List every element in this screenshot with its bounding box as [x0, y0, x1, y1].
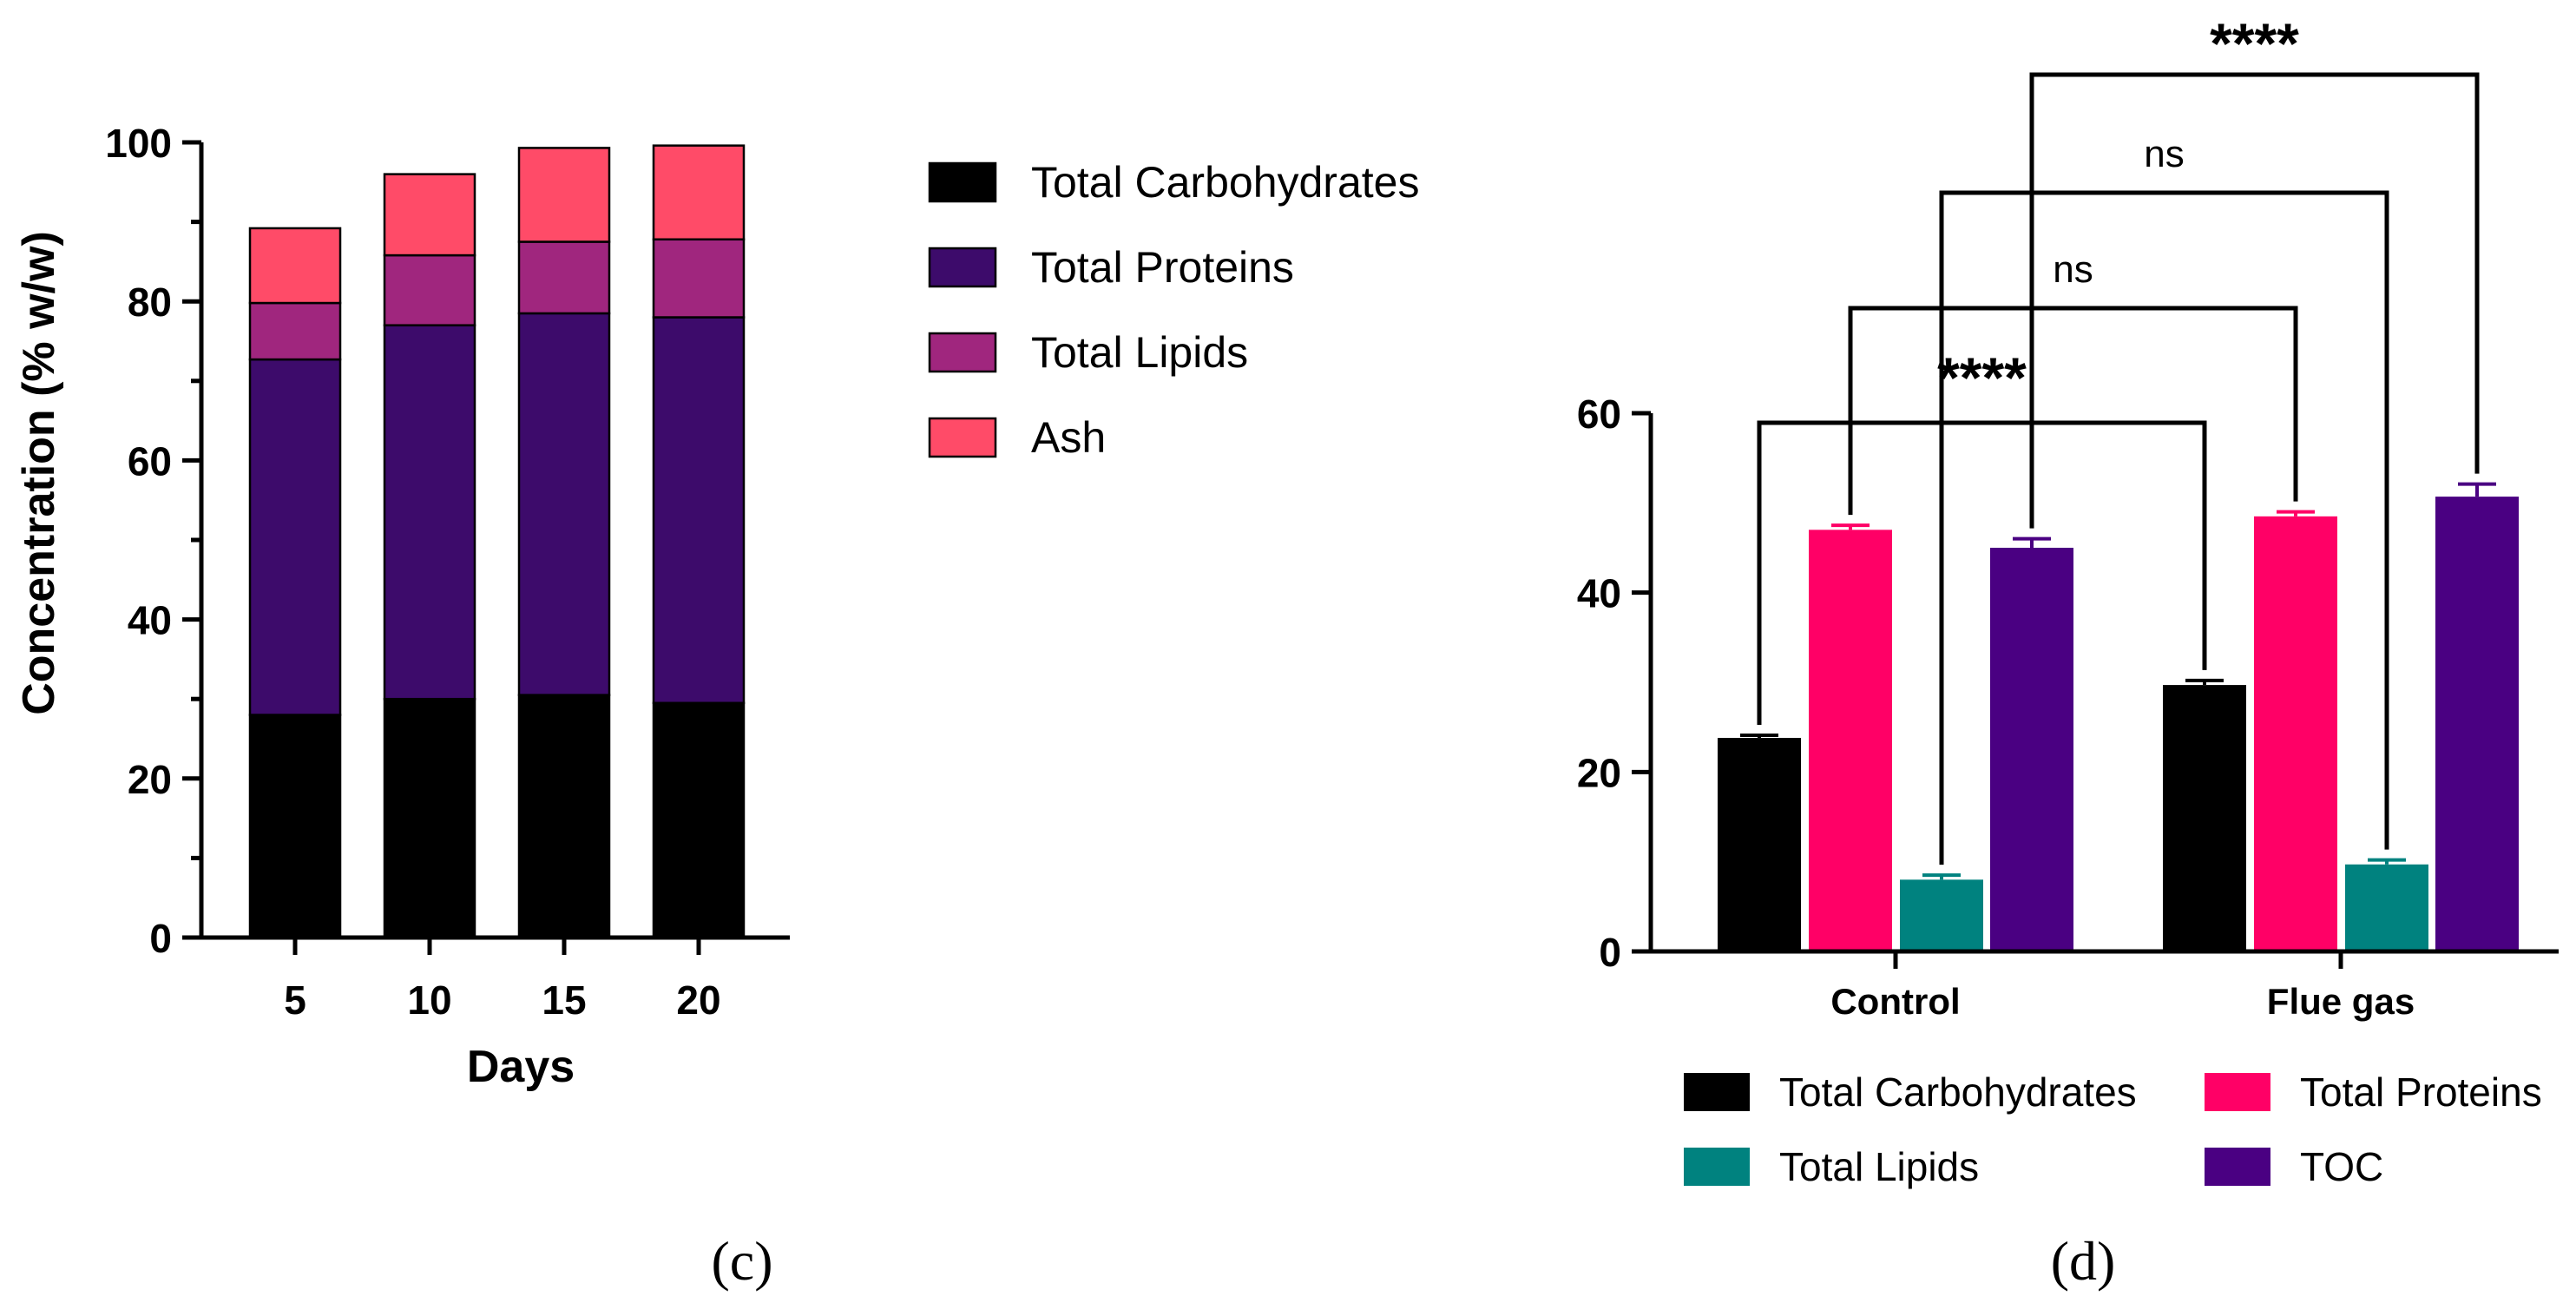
c-legend-swatch	[928, 332, 997, 373]
d-significance-bracket	[2029, 72, 2480, 529]
d-legend-label: Total Carbohydrates	[1779, 1069, 2137, 1115]
c-bar-segment	[517, 312, 611, 696]
c-legend: Total Carbohydrates Total Proteins Total L…	[928, 158, 1419, 462]
c-x-axis-title: Days	[467, 1042, 575, 1092]
d-significance-brackets: **** ns ns ****	[1757, 11, 2480, 865]
d-legend-label: Total Lipids	[1779, 1144, 1979, 1189]
d-bar	[1718, 738, 1801, 951]
d-y-tick-label: 0	[1599, 930, 1621, 975]
c-legend-swatch	[928, 247, 997, 288]
c-x-tick-label: 20	[676, 977, 720, 1023]
d-bar	[2345, 864, 2428, 951]
d-bar	[2254, 516, 2337, 951]
c-legend-label: Total Proteins	[1031, 243, 1294, 292]
d-significance-label: ****	[2210, 11, 2299, 76]
d-bar	[1809, 530, 1892, 951]
d-significance-bracket	[1939, 190, 2389, 865]
c-bar-segment	[517, 147, 611, 243]
c-legend-label: Total Carbohydrates	[1031, 158, 1419, 207]
d-bar	[2163, 685, 2246, 951]
d-legend-swatch	[1684, 1148, 1750, 1186]
c-bar-segment	[517, 240, 611, 315]
c-panel-label: (c)	[711, 1230, 772, 1292]
c-bar-segment	[383, 173, 476, 257]
c-bar-segment	[248, 714, 342, 939]
d-x-tick-label: Control	[1830, 981, 1960, 1022]
c-legend-label: Total Lipids	[1031, 328, 1248, 377]
d-significance-bracket	[1757, 420, 2207, 725]
c-bar-segment	[652, 701, 746, 939]
d-y-tick-label: 20	[1577, 750, 1621, 795]
d-y-axis: 0 20 40 60	[1577, 392, 1653, 975]
c-bar-segment	[652, 144, 746, 241]
c-bar-segment	[248, 301, 342, 361]
d-x-tick-label: Flue gas	[2267, 981, 2415, 1022]
c-bar-segment	[383, 253, 476, 326]
d-bar	[1990, 548, 2073, 951]
d-bars	[1718, 482, 2519, 951]
d-legend-swatch	[1684, 1073, 1750, 1111]
d-x-axis: Control Flue gas	[1649, 949, 2559, 1022]
c-bar-segment	[517, 694, 611, 939]
c-legend-label: Ash	[1031, 413, 1106, 462]
grouped-bar-chart-d: **** ns ns **** 0 20 40 60 Control Flue gas Tot…	[1577, 11, 2559, 1292]
d-significance-label: ****	[1937, 345, 2027, 410]
c-bars	[248, 144, 746, 939]
d-legend-label: Total Proteins	[2300, 1069, 2542, 1115]
d-significance-label: ns	[2053, 248, 2093, 291]
d-bar	[1900, 879, 1983, 951]
d-panel-label: (d)	[2051, 1230, 2116, 1292]
c-x-axis: 5 10 15 20	[200, 935, 790, 1023]
c-x-tick-label: 10	[407, 977, 451, 1023]
c-x-tick-label: 15	[542, 977, 586, 1023]
d-significance-bracket	[1848, 306, 2298, 516]
c-y-axis-title: Concentration (% w/w)	[14, 231, 64, 715]
c-legend-swatch	[928, 161, 997, 203]
d-bar	[2435, 497, 2519, 951]
d-legend-swatch	[2205, 1148, 2270, 1186]
c-y-tick-label: 80	[128, 280, 172, 325]
c-bar-segment	[248, 358, 342, 716]
d-legend-swatch	[2205, 1073, 2270, 1111]
c-bar-segment	[652, 316, 746, 705]
c-bar-segment	[383, 324, 476, 701]
d-legend: Total Carbohydrates Total Proteins Total L…	[1684, 1069, 2542, 1189]
c-y-tick-label: 0	[149, 916, 172, 961]
c-x-tick-label: 5	[284, 977, 306, 1023]
d-legend-label: TOC	[2300, 1144, 2383, 1189]
c-bar-segment	[248, 227, 342, 305]
c-y-tick-label: 60	[128, 438, 172, 484]
d-significance-label: ns	[2144, 133, 2184, 175]
c-bar-segment	[383, 697, 476, 939]
c-bar-segment	[652, 238, 746, 319]
c-y-tick-label: 20	[128, 757, 172, 802]
c-y-axis: 0 20 40 60 80 100	[105, 121, 204, 961]
d-y-tick-label: 60	[1577, 392, 1621, 437]
stacked-bar-chart-c: 0 20 40 60 80 100 5 10 15 20 Concentration (% w/…	[14, 121, 1419, 1292]
c-legend-swatch	[928, 417, 997, 458]
d-y-tick-label: 40	[1577, 571, 1621, 616]
c-y-tick-label: 40	[128, 598, 172, 643]
c-y-tick-label: 100	[105, 121, 172, 166]
